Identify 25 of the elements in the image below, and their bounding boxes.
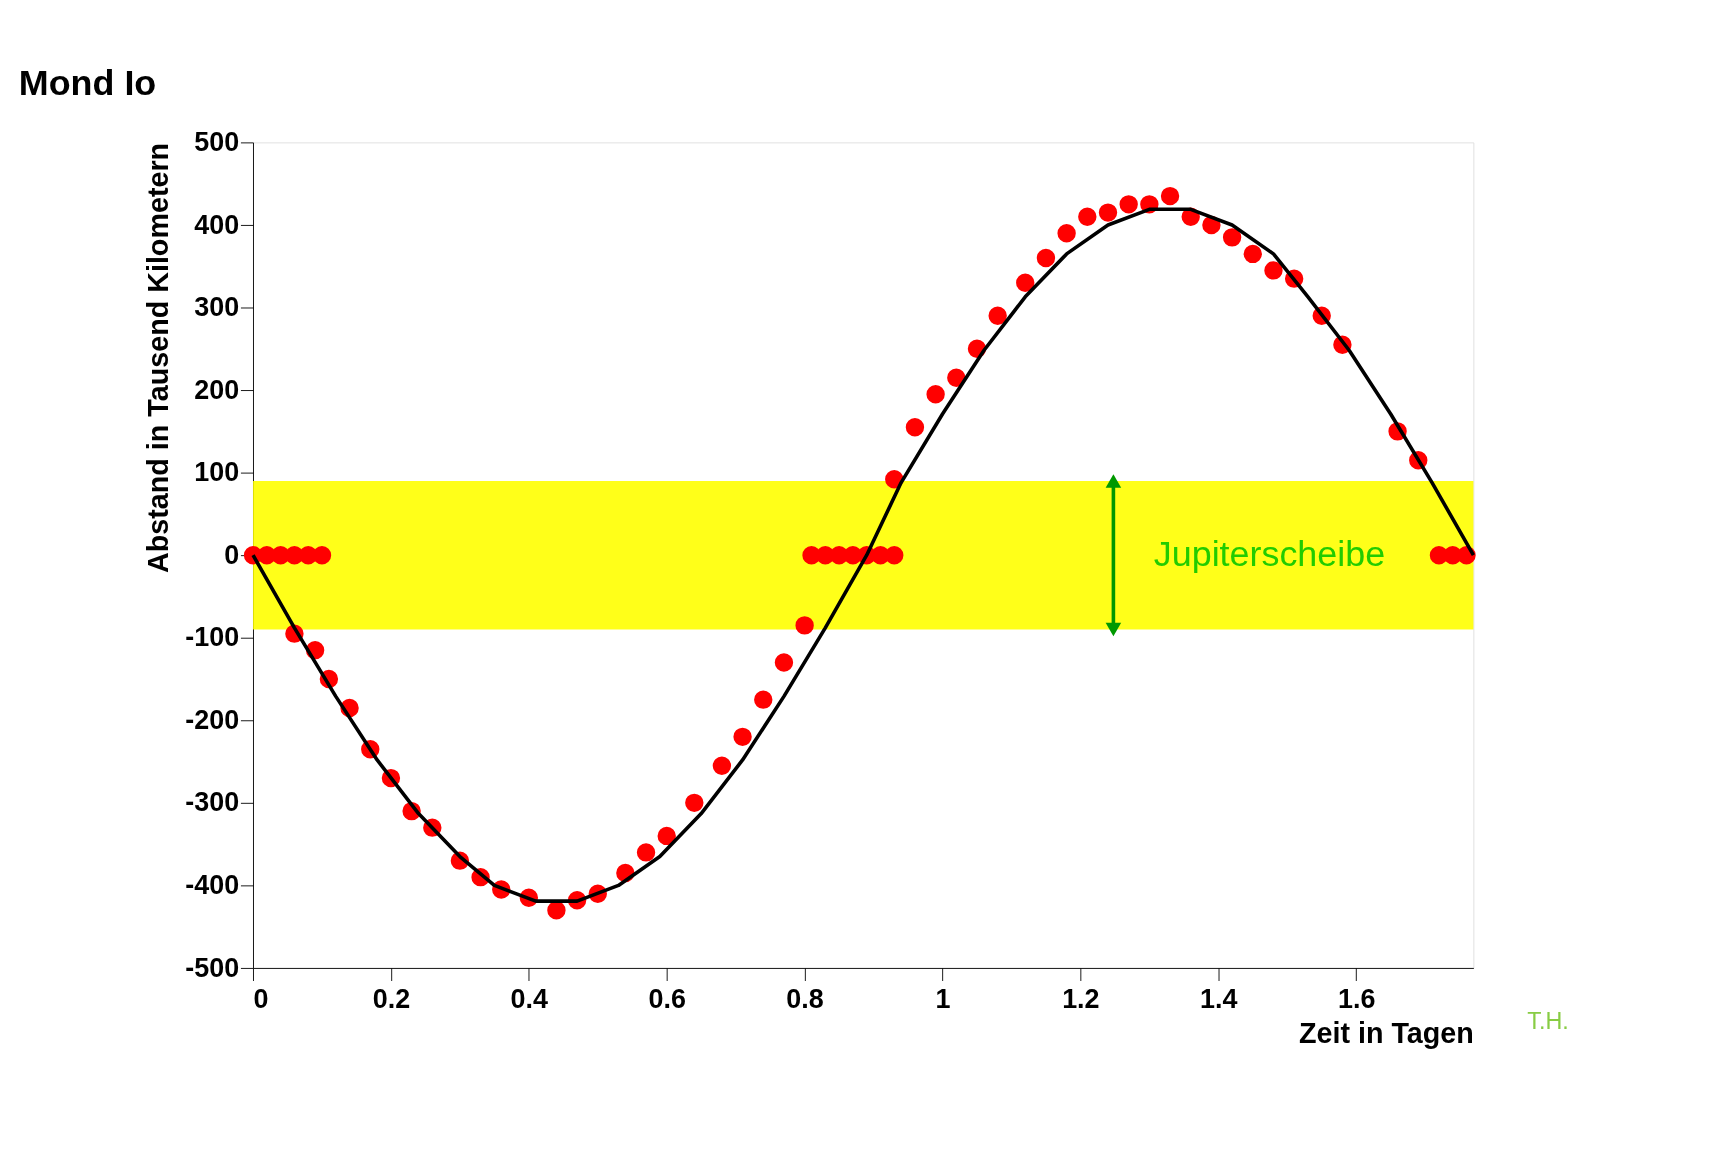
y-tick-label: 200 xyxy=(194,374,240,405)
chart-title: Mond Io xyxy=(18,62,157,103)
y-axis-title: Abstand in Tausend Kilometern xyxy=(142,142,175,573)
x-tick-label: 1 xyxy=(935,983,951,1014)
x-tick-label: 1.4 xyxy=(1200,983,1238,1014)
x-tick-label: 1.2 xyxy=(1062,983,1100,1014)
x-tick-label: 1.6 xyxy=(1337,983,1376,1014)
text: T.H. xyxy=(1527,1007,1569,1034)
y-tick-label: 300 xyxy=(194,292,240,323)
annotation: Jupiterscheibe xyxy=(1153,533,1386,574)
y-tick-label: 100 xyxy=(194,457,240,488)
y-tick-label: -200 xyxy=(185,704,240,735)
y-tick-label: -100 xyxy=(185,622,240,653)
y-tick-label: -500 xyxy=(185,952,240,983)
y-tick-label: 400 xyxy=(194,209,240,240)
y-tick-label: -300 xyxy=(185,787,240,818)
y-tick-label: 500 xyxy=(194,126,240,157)
y-tick-label: -400 xyxy=(185,869,240,900)
x-tick-label: 0.4 xyxy=(510,983,549,1014)
x-tick-label: 0.8 xyxy=(786,983,824,1014)
x-axis-title: Zeit in Tagen xyxy=(1298,1016,1474,1049)
x-tick-label: 0 xyxy=(253,983,269,1014)
x-tick-label: 0.6 xyxy=(648,983,686,1014)
y-tick-label: 0 xyxy=(224,539,240,570)
x-tick-label: 0.2 xyxy=(372,983,411,1014)
